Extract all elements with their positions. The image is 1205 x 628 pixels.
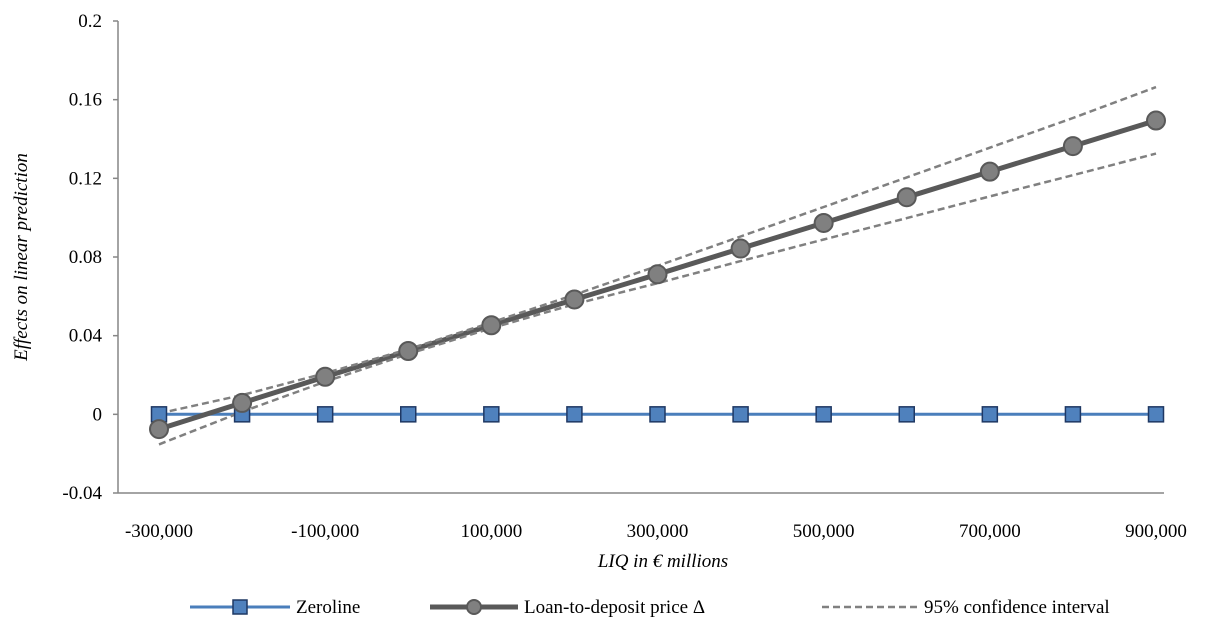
legend-marker-square xyxy=(232,599,248,615)
x-tick-label: -100,000 xyxy=(291,521,359,542)
plot-area xyxy=(149,85,1166,446)
x-tick-label: -300,000 xyxy=(125,521,193,542)
x-axis: -300,000 -100,000 100,000 300,000 500,000 700… xyxy=(118,492,1187,542)
y-tick-label: 0.2 xyxy=(78,11,102,32)
data-point-circle xyxy=(564,289,585,310)
data-point-circle xyxy=(149,419,169,440)
data-point-square xyxy=(732,406,749,423)
data-point-square xyxy=(400,406,417,423)
data-point-circle xyxy=(896,187,917,208)
legend-marker-circle xyxy=(466,599,482,615)
y-tick-label: 0.16 xyxy=(69,90,102,111)
data-point-square xyxy=(815,406,832,423)
data-point-square xyxy=(649,406,666,423)
data-point-circle xyxy=(1146,110,1166,131)
series-line-3 xyxy=(158,152,1157,446)
y-axis: -0.04 0 0.04 0.08 0.12 0.16 0.2 xyxy=(62,11,119,504)
data-point-circle xyxy=(232,392,253,413)
data-point-square xyxy=(898,406,915,423)
data-point-circle xyxy=(647,264,668,285)
legend-label: Loan-to-deposit price Δ xyxy=(524,597,705,618)
x-tick-label: 500,000 xyxy=(793,521,855,542)
y-tick-label: 0.04 xyxy=(69,326,103,347)
data-point-circle xyxy=(813,212,834,233)
data-point-circle xyxy=(398,341,419,362)
data-point-square xyxy=(316,406,334,423)
data-point-circle xyxy=(481,315,502,336)
y-tick-label: 0.12 xyxy=(69,168,102,189)
series-line-2 xyxy=(158,85,1157,415)
y-tick-label: 0 xyxy=(93,404,103,425)
data-point-square xyxy=(566,406,583,423)
data-point-circle xyxy=(1062,136,1083,157)
x-tick-label: 100,000 xyxy=(460,521,522,542)
x-tick-label: 300,000 xyxy=(627,521,689,542)
data-point-circle xyxy=(315,366,336,387)
data-point-square xyxy=(1147,406,1165,423)
x-axis-title: LIQ in € millions xyxy=(597,551,728,572)
legend: Zeroline Loan-to-deposit price Δ 95% confi… xyxy=(190,597,1110,618)
data-point-circle xyxy=(979,161,1000,182)
y-axis-title: Effects on linear prediction xyxy=(11,153,32,362)
y-tick-label: 0.08 xyxy=(69,247,102,268)
legend-label: 95% confidence interval xyxy=(924,597,1110,618)
data-point-square xyxy=(1064,406,1082,423)
x-tick-label: 900,000 xyxy=(1125,521,1187,542)
legend-label: Zeroline xyxy=(296,597,360,618)
x-tick-label: 700,000 xyxy=(959,521,1021,542)
data-point-circle xyxy=(730,238,751,259)
data-point-square xyxy=(483,406,500,423)
y-tick-label: -0.04 xyxy=(62,483,102,504)
data-point-square xyxy=(981,406,999,423)
